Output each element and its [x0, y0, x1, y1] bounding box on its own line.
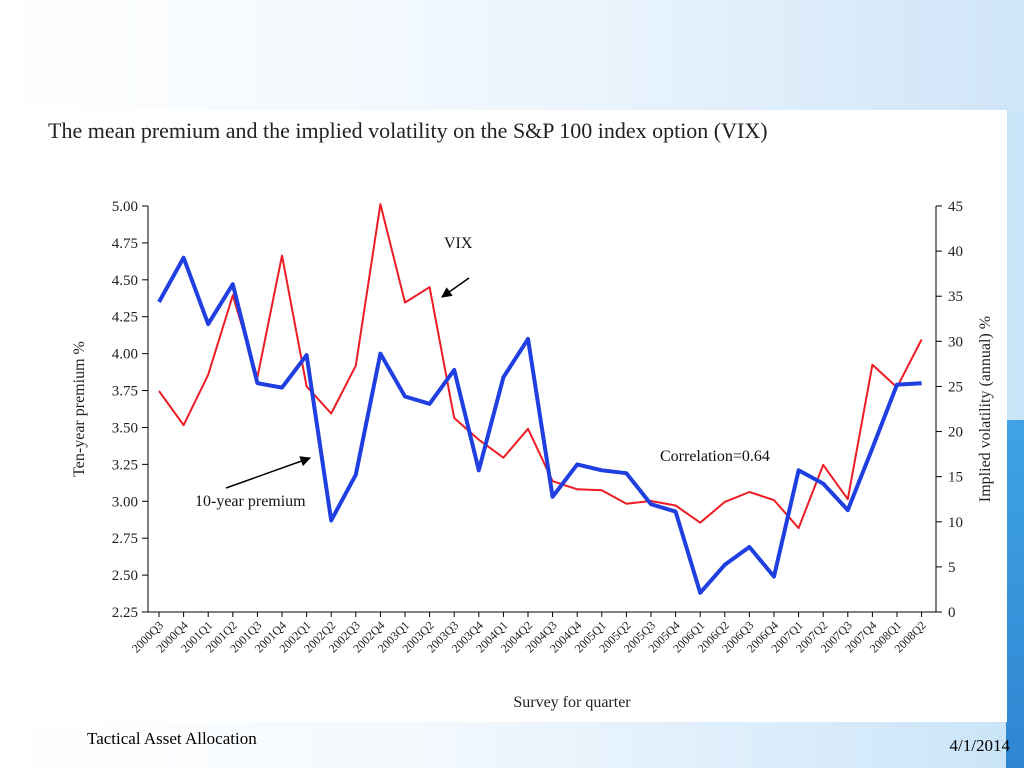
- chart-title: The mean premium and the implied volatil…: [48, 118, 768, 143]
- right-y-tick-label: 15: [948, 470, 963, 486]
- right-y-tick-label: 5: [948, 560, 956, 576]
- left-y-tick-label: 5.00: [112, 199, 138, 215]
- left-y-tick-label: 2.75: [112, 531, 138, 547]
- right-y-tick-label: 10: [948, 515, 963, 531]
- premium-annotation-arrow: [225, 456, 311, 489]
- right-y-tick-label: 0: [948, 605, 956, 621]
- vix-series-line: [158, 203, 923, 530]
- right-y-tick-label: 20: [948, 425, 963, 441]
- left-y-tick-label: 3.75: [112, 384, 138, 400]
- right-y-tick-label: 25: [948, 379, 963, 395]
- vix-annotation-arrow: [441, 277, 470, 298]
- dual-axis-line-chart: 5.00 4.75 4.50 4.25 4.00 3.75 3.50 3.25 3.00 2.75…: [71, 199, 994, 711]
- left-y-tick-label: 2.25: [112, 605, 138, 621]
- vix-annotation: VIX: [444, 235, 473, 252]
- slide-edge-accent: [1006, 420, 1024, 768]
- x-axis-label: Survey for quarter: [513, 694, 631, 711]
- left-y-tick-label: 3.00: [112, 494, 138, 510]
- left-y-tick-label: 4.75: [112, 236, 138, 252]
- left-y-tick-label: 4.50: [112, 273, 138, 289]
- right-y-tick-label: 45: [948, 199, 963, 215]
- left-y-tick-label: 3.50: [112, 420, 138, 436]
- left-y-axis-label: Ten-year premium %: [71, 341, 88, 477]
- left-y-tick-label: 2.50: [112, 568, 138, 584]
- premium-annotation: 10-year premium: [195, 493, 306, 510]
- left-y-tick-label: 3.25: [112, 457, 138, 473]
- premium-series-line: [157, 255, 922, 595]
- left-y-tick-label: 4.25: [112, 310, 138, 326]
- correlation-annotation: Correlation=0.64: [660, 448, 770, 465]
- slide-header-background: [0, 0, 1024, 110]
- right-y-tick-label: 35: [948, 289, 963, 305]
- chart-figure: The mean premium and the implied volatil…: [22, 110, 1007, 722]
- footer-date: 4/1/2014: [949, 736, 1010, 755]
- right-y-axis-label: Implied volatility (annual) %: [977, 316, 994, 502]
- right-y-tick-label: 40: [948, 244, 963, 260]
- left-y-tick-label: 4.00: [112, 347, 138, 363]
- right-y-tick-label: 30: [948, 334, 963, 350]
- footer-presentation-title: Tactical Asset Allocation: [87, 729, 257, 748]
